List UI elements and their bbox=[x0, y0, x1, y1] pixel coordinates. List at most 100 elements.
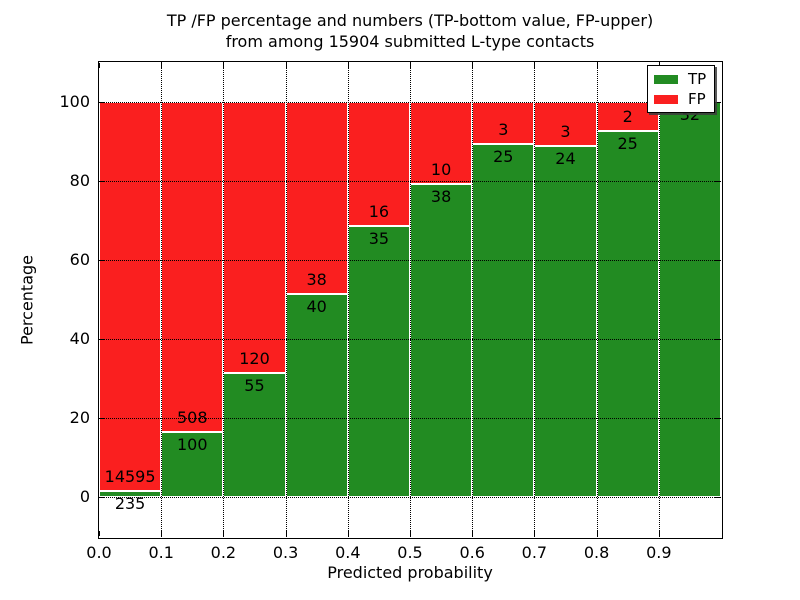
chart-title-line1: TP /FP percentage and numbers (TP-bottom… bbox=[166, 11, 654, 30]
y-tick-label: 80 bbox=[69, 170, 90, 190]
fp-count-label: 2 bbox=[622, 106, 633, 126]
y-tick-mark bbox=[715, 101, 720, 103]
x-tick-mark bbox=[472, 63, 474, 68]
x-tick-label: 0.1 bbox=[148, 543, 174, 562]
x-tick-mark bbox=[285, 63, 287, 68]
legend-tp-swatch bbox=[654, 74, 678, 84]
x-tick-label: 0.9 bbox=[646, 543, 672, 562]
fp-bar-segment bbox=[161, 101, 224, 433]
fp-count-label: 3 bbox=[560, 121, 571, 141]
x-tick-label: 0.0 bbox=[86, 543, 112, 562]
y-tick-label: 20 bbox=[69, 408, 90, 428]
fp-bar-segment bbox=[223, 101, 286, 373]
x-tick-mark bbox=[534, 63, 536, 68]
x-gridline bbox=[472, 62, 474, 537]
x-tick-label: 0.5 bbox=[397, 543, 423, 562]
tp-count-label: 55 bbox=[244, 376, 265, 395]
fp-count-label: 14595 bbox=[104, 467, 156, 487]
legend-item-tp: TP bbox=[654, 71, 708, 87]
fp-count-label: 38 bbox=[306, 270, 327, 290]
x-tick-mark bbox=[223, 531, 225, 536]
tp-bar-segment bbox=[347, 225, 410, 498]
y-tick-mark bbox=[100, 101, 105, 103]
x-tick-mark bbox=[534, 531, 536, 536]
y-tick-label: 60 bbox=[69, 249, 90, 269]
y-tick-label: 100 bbox=[59, 91, 90, 111]
chart-title: TP /FP percentage and numbers (TP-bottom… bbox=[99, 10, 721, 52]
tp-bar-segment bbox=[472, 143, 535, 498]
fp-bar-segment bbox=[99, 101, 162, 492]
x-tick-mark bbox=[658, 531, 660, 536]
legend: TP FP bbox=[647, 65, 715, 113]
x-tick-label: 0.8 bbox=[583, 543, 610, 562]
y-tick-mark bbox=[715, 259, 720, 261]
tp-count-label: 38 bbox=[430, 187, 452, 207]
y-axis-label: Percentage bbox=[17, 254, 37, 345]
x-tick-mark bbox=[161, 63, 163, 68]
x-tick-label: 0.3 bbox=[272, 543, 299, 562]
x-tick-mark bbox=[285, 531, 287, 536]
x-tick-mark bbox=[472, 531, 474, 536]
x-gridline bbox=[161, 62, 163, 537]
fp-bar-segment bbox=[285, 101, 348, 295]
y-tick-mark bbox=[100, 259, 105, 261]
x-gridline bbox=[347, 62, 349, 537]
y-tick-mark bbox=[100, 180, 105, 182]
x-axis-label: Predicted probability bbox=[327, 563, 493, 582]
legend-tp-label: TP bbox=[688, 70, 707, 88]
tp-bar-segment bbox=[99, 491, 162, 498]
tp-bar-segment bbox=[658, 101, 721, 498]
x-tick-mark bbox=[347, 63, 349, 68]
y-tick-mark bbox=[100, 497, 105, 499]
legend-fp-swatch bbox=[654, 94, 678, 104]
y-tick-mark bbox=[715, 180, 720, 182]
y-tick-mark bbox=[715, 497, 720, 499]
y-tick-label: 0 bbox=[79, 487, 90, 507]
tp-count-label: 100 bbox=[177, 435, 208, 455]
x-tick-mark bbox=[223, 63, 225, 68]
x-tick-label: 0.2 bbox=[210, 543, 237, 562]
x-tick-mark bbox=[347, 531, 349, 536]
legend-fp-label: FP bbox=[688, 90, 706, 108]
tp-count-label: 24 bbox=[555, 148, 576, 168]
fp-count-label: 10 bbox=[430, 160, 452, 180]
tp-count-label: 235 bbox=[114, 494, 146, 514]
y-tick-mark bbox=[715, 339, 720, 341]
tp-count-label: 35 bbox=[368, 228, 390, 248]
x-tick-label: 0.7 bbox=[521, 543, 548, 562]
x-gridline bbox=[285, 62, 287, 537]
x-gridline bbox=[596, 62, 598, 537]
tp-bar-segment bbox=[410, 184, 473, 498]
x-tick-mark bbox=[410, 63, 411, 68]
y-tick-mark bbox=[100, 339, 105, 341]
x-tick-mark bbox=[596, 63, 598, 68]
fp-count-label: 120 bbox=[239, 349, 270, 368]
x-tick-mark bbox=[410, 531, 411, 536]
fp-count-label: 16 bbox=[368, 201, 390, 221]
fp-count-label: 508 bbox=[177, 408, 208, 428]
tp-bar-segment bbox=[534, 145, 597, 498]
tp-bar-segment bbox=[285, 294, 348, 498]
x-gridline bbox=[534, 62, 536, 537]
tp-bar-segment bbox=[223, 373, 286, 498]
fp-count-label: 3 bbox=[498, 119, 509, 139]
x-gridline bbox=[410, 62, 411, 537]
tp-count-label: 25 bbox=[617, 133, 638, 153]
tp-count-label: 40 bbox=[306, 297, 327, 317]
y-tick-label: 40 bbox=[69, 329, 90, 349]
x-gridline bbox=[223, 62, 225, 537]
tp-bar-segment bbox=[596, 130, 659, 498]
chart-title-line2: from among 15904 submitted L-type contac… bbox=[225, 32, 595, 51]
x-tick-label: 0.4 bbox=[335, 543, 361, 562]
x-tick-mark bbox=[99, 531, 100, 536]
x-tick-mark bbox=[596, 531, 598, 536]
y-tick-mark bbox=[715, 418, 720, 420]
x-gridline bbox=[658, 62, 660, 537]
legend-item-fp: FP bbox=[654, 91, 708, 107]
x-tick-mark bbox=[99, 63, 100, 68]
tp-count-label: 25 bbox=[493, 146, 514, 166]
x-tick-mark bbox=[161, 531, 163, 536]
y-tick-mark bbox=[100, 418, 105, 420]
x-tick-label: 0.6 bbox=[459, 543, 485, 562]
